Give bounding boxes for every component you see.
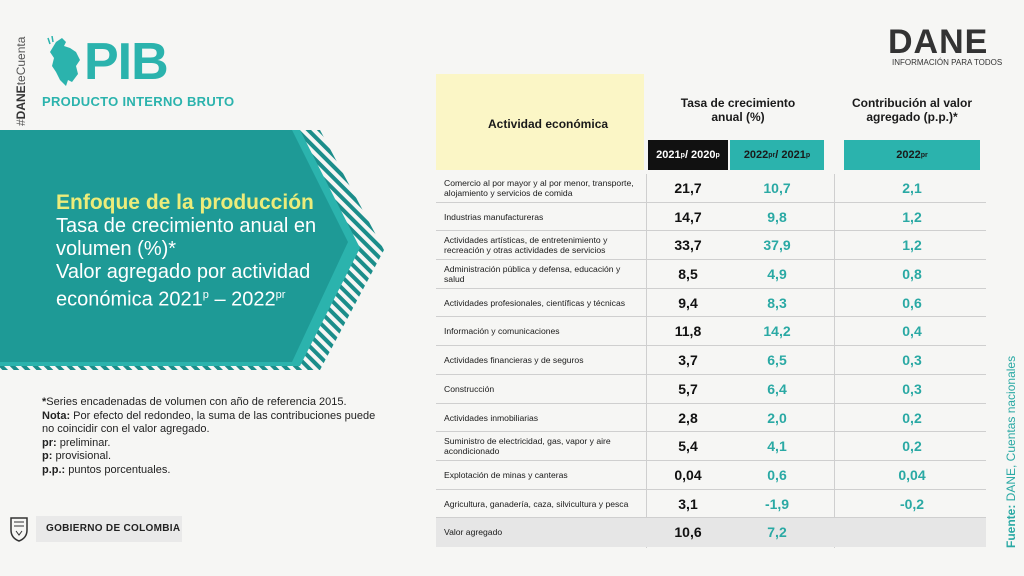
header-growth-rate: Tasa de crecimiento anual (%) [680,96,796,124]
note-pp: p.p.: puntos porcentuales. [42,463,171,476]
table-row: Información y comunicaciones 11,8 14,2 0,4 [436,317,986,347]
table-row-total: Valor agregado 10,6 7,2 [436,518,986,547]
table-row: Comercio al por mayor y al por menor, tr… [436,174,986,203]
dane-tagline: INFORMACIÓN PARA TODOS [892,58,1003,67]
note-p: p: provisional. [42,450,112,462]
table-row: Administración pública y defensa, educac… [436,260,986,289]
table-row: Actividades inmobiliarias 2,8 2,0 0,2 [436,404,986,433]
column-divider [834,174,835,548]
banner-title: Enfoque de la producción [56,191,314,214]
gobierno-logo: GOBIERNO DE COLOMBIA [0,508,190,548]
col-header-2021-2020: 2021 p / 2020 p [648,140,728,170]
table-row: Explotación de minas y canteras 0,04 0,6 0,… [436,461,986,490]
note-series: *Series encadenadas de volumen con año d… [42,396,347,408]
pib-logo: PIB PRODUCTO INTERNO BRUTO [40,32,234,112]
table-body: Comercio al por mayor y al por menor, tr… [436,174,986,547]
table-row: Actividades financieras y de seguros 3,7 6… [436,346,986,375]
header-contribution: Contribución al valor agregado (p.p.)* [851,96,972,124]
hashtag-label: #DANEteCuenta [14,36,28,126]
arrow-banner [0,130,384,370]
coat-of-arms-icon [10,517,28,542]
table-row: Actividades profesionales, científicas y… [436,289,986,318]
table-row: Construcción 5,7 6,4 0,3 [436,375,986,404]
banner-line-4: económica 2021p – 2022pr [56,288,286,311]
table-row: Agricultura, ganadería, caza, silvicultu… [436,490,986,519]
note-rounding: Nota: Por efecto del redondeo, la suma d… [42,409,376,436]
banner-line-2: volumen (%)* [56,238,177,260]
source-label: Fuente: DANE, Cuentas nacionales [1004,355,1018,548]
table-row: Suministro de electricidad, gas, vapor y… [436,432,986,461]
colombia-map-icon [47,36,80,86]
table-row: Actividades artísticas, de entretenimien… [436,231,986,261]
dane-logo: DANE INFORMACIÓN PARA TODOS [888,23,1002,68]
banner-line-1: Tasa de crecimiento anual en [56,215,317,237]
banner-line-3: Valor agregado por actividad [56,261,311,283]
gov-label: GOBIERNO DE COLOMBIA [46,523,181,534]
note-pr: pr: preliminar. [42,436,111,449]
col-header-2022-contribution: 2022 pr [844,140,980,170]
dane-wordmark: DANE [888,23,989,61]
pib-wordmark: PIB [84,33,169,91]
footnotes: *Series encadenadas de volumen con año d… [42,396,382,477]
header-activity: Actividad económica [436,74,644,170]
table-row: Industrias manufactureras 14,7 9,8 1,2 [436,203,986,232]
col-header-2022-2021: 2022 pr / 2021 p [730,140,824,170]
gov-band: GOBIERNO DE COLOMBIA [36,516,182,542]
pib-subtitle: PRODUCTO INTERNO BRUTO [42,94,235,109]
gdp-table: Actividad económica Tasa de crecimiento … [436,74,986,548]
column-divider [646,174,647,548]
banner-text: Enfoque de la producción Tasa de crecimi… [56,190,356,312]
